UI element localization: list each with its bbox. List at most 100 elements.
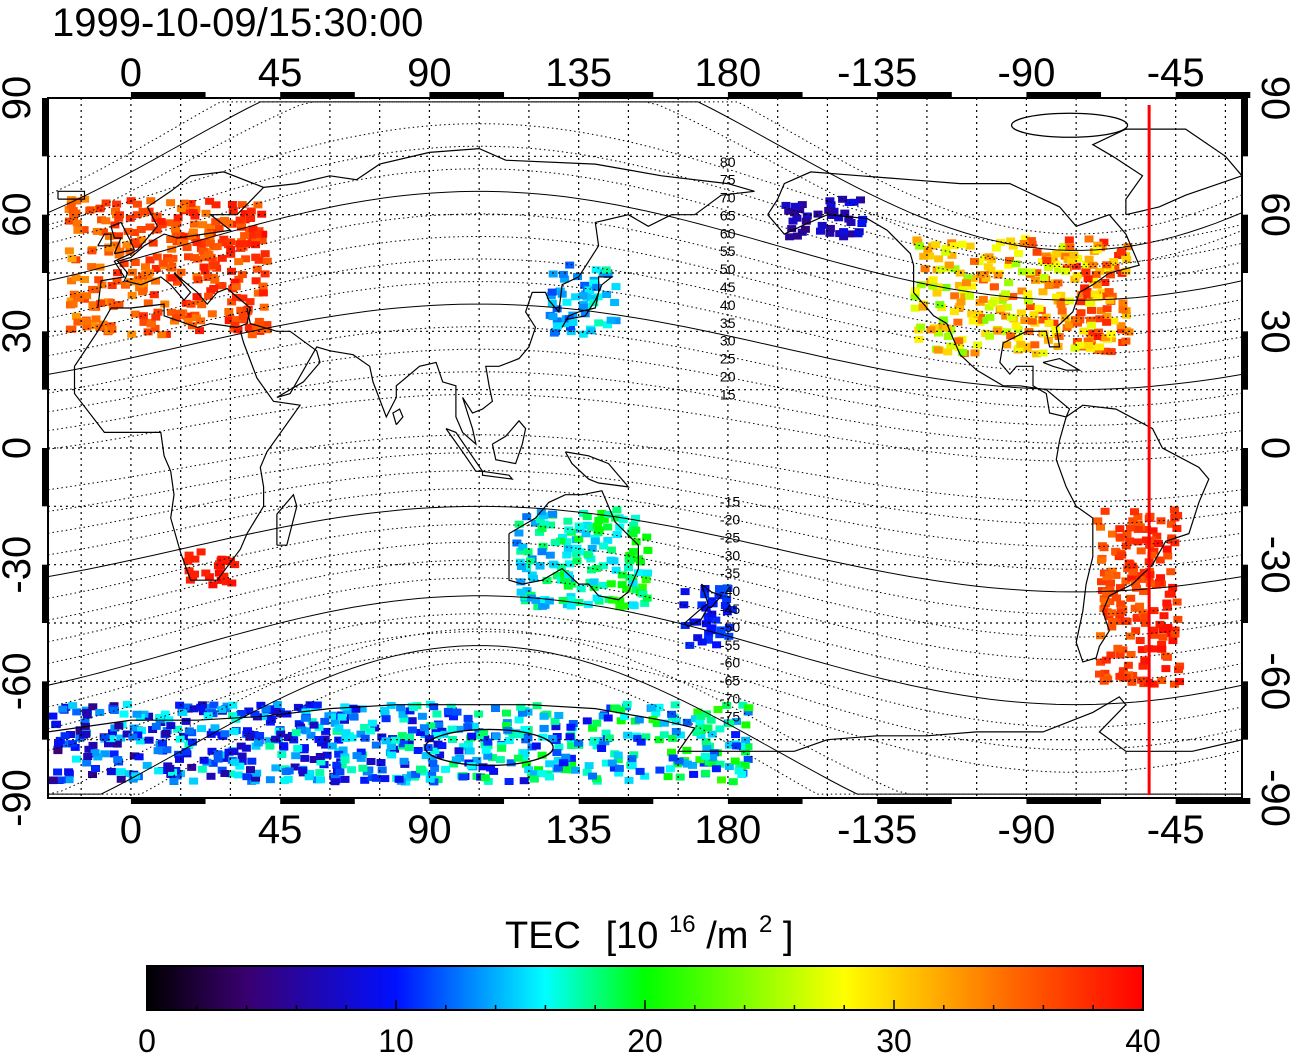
lat-tick-label-left: -60 [0,652,39,710]
tec-cell [561,753,571,761]
tec-cell [589,737,599,745]
tec-cell [258,289,268,297]
tec-cell [538,602,547,610]
tec-cell [1049,319,1059,327]
tec-cell [1112,594,1121,602]
tec-cell [1169,506,1179,514]
tec-cell [93,753,103,761]
tec-cell [430,747,440,754]
tec-cell [1149,631,1159,639]
tec-cell [731,731,741,739]
tec-cell [612,531,622,538]
tec-cell [201,209,211,217]
tec-cell [1111,571,1121,579]
tec-cell [741,736,751,744]
contour-oval [1010,112,1129,138]
tec-cell [96,299,106,307]
tec-cell [115,247,125,255]
tec-cell [210,724,220,732]
tec-cell [248,225,258,233]
tec-cell [426,722,436,730]
tec-cell [1029,311,1039,319]
tec-cell [970,349,980,357]
tec-cell [235,762,245,770]
tec-cell [112,277,122,285]
tec-cell [1107,618,1117,625]
tec-cell [381,715,391,723]
tec-cell [164,257,174,265]
tec-cell [628,579,638,587]
tec-cell [603,321,612,329]
coastline [1042,357,1082,371]
tec-cell [209,262,219,269]
tec-cell [236,742,246,750]
tec-cell [1067,257,1077,265]
tec-cell [1013,326,1023,333]
tec-cell [474,710,484,718]
tec-cell [840,209,850,217]
tec-cell [1088,261,1098,269]
tec-cell [192,239,202,246]
tec-cell [387,751,397,759]
tec-cell [618,516,628,524]
tec-cell [1106,330,1116,338]
tec-cell [466,762,476,770]
tec-cell [531,742,541,750]
lat-tick-label-right: 30 [1253,309,1292,354]
tec-cell [667,710,677,718]
coastline [561,276,614,328]
tec-cell [125,214,135,222]
tec-cell [556,563,566,571]
tec-cell [156,218,166,225]
tec-cell [613,751,623,759]
tec-cell [145,256,155,264]
tec-cell [591,266,601,274]
contour-label: -50 [720,619,740,635]
tec-cell [478,763,488,771]
tec-cell [571,550,581,558]
tec-cell [1052,293,1061,301]
tec-cell [1104,288,1114,296]
tec-cell [227,267,236,275]
tec-cell [136,226,146,233]
tec-cell [935,301,945,309]
tec-cell [790,202,800,210]
tec-cell [360,776,370,784]
tec-cell [113,269,122,277]
tec-cell [707,610,717,618]
tec-cell [695,719,705,727]
tec-cell [335,768,345,776]
tec-cell [801,217,811,225]
tec-cell [916,281,926,289]
tec-cell [668,754,678,762]
tec-cell [262,321,272,329]
contour-line [48,488,1242,570]
tec-cell [99,228,108,236]
tec-cell [87,263,97,271]
tec-cell [95,263,105,271]
tec-cell [1084,255,1094,263]
tec-cell [1118,667,1128,675]
tec-cell [515,558,525,566]
tec-cell [611,317,621,325]
tec-cell [671,728,681,735]
tec-cell [463,740,473,748]
tec-cell [631,526,641,534]
tec-cell [71,312,81,320]
tec-cell [186,200,196,207]
tec-cell [535,528,544,536]
tec-cell [638,590,648,598]
tec-cell [1107,623,1117,631]
tec-cell [545,760,555,768]
tec-cell [1004,261,1014,269]
tec-cell [166,722,176,730]
tec-cell [688,761,697,769]
tec-cell [164,219,174,227]
tec-cell [237,752,247,760]
tec-cell [245,733,255,741]
tec-cell [111,241,121,249]
tec-cell [428,759,438,767]
tec-cell [523,734,533,742]
tec-cell [151,277,160,285]
colorbar-unit-end: ] [783,915,794,957]
